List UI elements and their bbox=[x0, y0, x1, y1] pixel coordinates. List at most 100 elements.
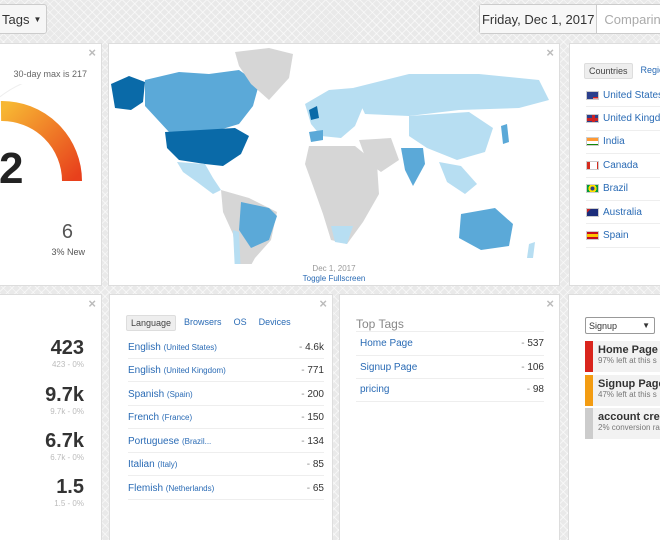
tags-dropdown-button[interactable]: Tags ▼ bbox=[0, 4, 47, 34]
top-tags-panel: × Top Tags Home Page 537 Signup Page 106… bbox=[339, 294, 560, 540]
language-label: French bbox=[128, 411, 160, 423]
language-name[interactable]: English (United Kingdom) bbox=[128, 365, 226, 376]
country-item[interactable]: Australia bbox=[586, 201, 660, 225]
country-item[interactable]: Brazil bbox=[586, 178, 660, 201]
map-region-africa bbox=[305, 146, 379, 244]
countries-tabs: Countries Regions bbox=[584, 63, 660, 79]
language-value: 771 bbox=[301, 365, 324, 376]
close-icon[interactable]: × bbox=[546, 45, 554, 60]
tag-name[interactable]: Home Page bbox=[360, 337, 413, 349]
language-label: English bbox=[128, 364, 161, 376]
new-visitors-count: 6 bbox=[61, 221, 73, 243]
language-region: (Italy) bbox=[157, 459, 178, 469]
language-row[interactable]: French (France) 150 bbox=[128, 406, 324, 430]
world-map[interactable] bbox=[109, 44, 560, 264]
map-region-middle-east bbox=[359, 138, 399, 172]
country-name: Australia bbox=[603, 206, 642, 218]
tag-row[interactable]: pricing 98 bbox=[356, 378, 544, 402]
map-region-japan bbox=[501, 124, 509, 144]
language-name[interactable]: French (France) bbox=[128, 412, 192, 423]
tag-row[interactable]: Home Page 537 bbox=[356, 331, 544, 355]
india-flag-icon bbox=[586, 137, 599, 147]
country-item[interactable]: India bbox=[586, 131, 660, 155]
tab-regions[interactable]: Regions bbox=[640, 65, 660, 75]
tag-value: 106 bbox=[521, 362, 544, 373]
tab-os[interactable]: OS bbox=[233, 317, 247, 327]
language-label: Flemish bbox=[128, 482, 164, 494]
funnel-step-desc: 47% left at this s bbox=[598, 390, 657, 399]
date-range-picker[interactable]: Friday, Dec 1, 2017 Comparing bbox=[479, 4, 660, 34]
language-value: 85 bbox=[307, 459, 324, 470]
country-item[interactable]: United States bbox=[586, 84, 660, 108]
brazil-flag-icon bbox=[586, 184, 599, 194]
language-name[interactable]: Portuguese (Brazil... bbox=[128, 436, 211, 447]
map-region-canada bbox=[145, 70, 259, 132]
close-icon[interactable]: × bbox=[88, 296, 96, 311]
language-name[interactable]: Italian (Italy) bbox=[128, 459, 177, 470]
date-label[interactable]: Friday, Dec 1, 2017 bbox=[480, 5, 598, 33]
country-name: United Kingdom bbox=[603, 113, 660, 125]
world-map-panel: × Dec 1, 2017 Toggle bbox=[108, 43, 560, 286]
stat-item: 6.7k 6.7k - 0% bbox=[45, 430, 84, 462]
australia-flag-icon bbox=[586, 207, 599, 217]
language-row[interactable]: English (United States) 4.6k bbox=[128, 336, 324, 360]
tag-name[interactable]: pricing bbox=[360, 384, 390, 396]
funnel-step[interactable]: Home Page 97% left at this s bbox=[585, 341, 660, 372]
country-item[interactable]: Canada bbox=[586, 154, 660, 178]
map-region-south-africa bbox=[331, 226, 353, 244]
country-name: Brazil bbox=[603, 183, 629, 195]
language-row[interactable]: English (United Kingdom) 771 bbox=[128, 359, 324, 383]
language-region: (Netherlands) bbox=[165, 483, 215, 493]
close-icon[interactable]: × bbox=[319, 296, 327, 311]
stat-sub: 423 - 0% bbox=[51, 360, 84, 369]
tag-name[interactable]: Signup Page bbox=[360, 361, 418, 373]
language-name[interactable]: Spanish (Spain) bbox=[128, 389, 193, 400]
map-region-russia bbox=[353, 74, 549, 116]
tab-devices[interactable]: Devices bbox=[258, 317, 291, 327]
language-value: 150 bbox=[301, 412, 324, 423]
language-value: 65 bbox=[307, 483, 324, 494]
tags-label: Tags bbox=[2, 11, 30, 27]
tab-language[interactable]: Language bbox=[126, 315, 177, 331]
new-visitors-percent: 3% New bbox=[51, 247, 85, 257]
stat-sub: 9.7k - 0% bbox=[50, 407, 84, 416]
language-name[interactable]: Flemish (Netherlands) bbox=[128, 483, 214, 494]
language-row[interactable]: Italian (Italy) 85 bbox=[128, 453, 324, 477]
close-icon[interactable]: × bbox=[88, 45, 96, 60]
tab-browsers[interactable]: Browsers bbox=[184, 317, 222, 327]
countries-panel: Countries Regions United States United K… bbox=[569, 43, 660, 286]
country-item[interactable]: United Kingdom bbox=[586, 107, 660, 131]
stat-value: 1.5 bbox=[56, 476, 84, 498]
country-name: India bbox=[603, 136, 625, 148]
map-region-greenland bbox=[235, 48, 293, 100]
country-item[interactable]: Spain bbox=[586, 224, 660, 248]
funnel-step[interactable]: account crea 2% conversion ra bbox=[585, 408, 660, 439]
map-region-europe bbox=[305, 88, 365, 138]
close-icon[interactable]: × bbox=[546, 296, 554, 311]
language-region: (Brazil... bbox=[181, 436, 212, 446]
language-row[interactable]: Flemish (Netherlands) 65 bbox=[128, 477, 324, 501]
tag-row[interactable]: Signup Page 106 bbox=[356, 355, 544, 379]
funnel-panel: Signup ▼ Home Page 97% left at this s Si… bbox=[568, 294, 660, 540]
stat-item: 423 423 - 0% bbox=[51, 337, 84, 369]
tab-countries[interactable]: Countries bbox=[584, 63, 633, 79]
comparing-label[interactable]: Comparing bbox=[604, 11, 660, 27]
funnel-step-desc: 97% left at this s bbox=[598, 356, 657, 365]
language-tabs: Language Browsers OS Devices bbox=[126, 315, 295, 331]
language-row[interactable]: Portuguese (Brazil... 134 bbox=[128, 430, 324, 454]
toggle-fullscreen-link[interactable]: Toggle Fullscreen bbox=[302, 274, 366, 283]
language-row[interactable]: Spanish (Spain) 200 bbox=[128, 383, 324, 407]
map-region-mexico bbox=[177, 162, 221, 194]
language-name[interactable]: English (United States) bbox=[128, 342, 217, 353]
funnel-select[interactable]: Signup ▼ bbox=[585, 317, 655, 334]
funnel-step-desc: 2% conversion ra bbox=[598, 423, 660, 432]
stat-sub: 1.5 - 0% bbox=[54, 499, 84, 508]
funnel-step[interactable]: Signup Page 47% left at this s bbox=[585, 375, 660, 406]
stat-value: 6.7k bbox=[45, 430, 84, 452]
language-value: 4.6k bbox=[299, 342, 324, 353]
stat-value: 423 bbox=[50, 337, 84, 359]
uk-flag-icon bbox=[586, 114, 599, 124]
map-region-new-zealand bbox=[527, 242, 535, 258]
country-name: Canada bbox=[603, 159, 639, 171]
language-panel: × Language Browsers OS Devices English (… bbox=[109, 294, 333, 540]
